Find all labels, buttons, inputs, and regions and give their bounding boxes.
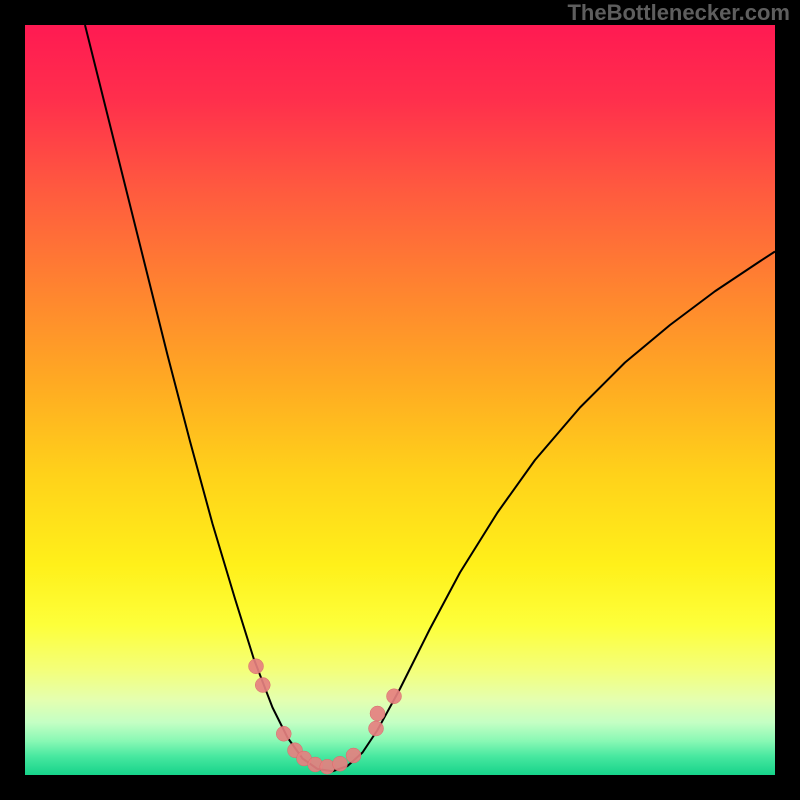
marker-point xyxy=(249,659,264,674)
marker-point xyxy=(255,678,270,693)
marker-point xyxy=(333,756,348,771)
marker-point xyxy=(346,748,361,763)
marker-point xyxy=(387,689,402,704)
gradient-background xyxy=(25,25,775,775)
marker-point xyxy=(276,726,291,741)
chart-stage: TheBottlenecker.com xyxy=(0,0,800,800)
bottleneck-plot xyxy=(0,0,800,800)
marker-point xyxy=(369,721,384,736)
marker-point xyxy=(320,759,335,774)
watermark-text: TheBottlenecker.com xyxy=(567,0,790,26)
marker-point xyxy=(370,706,385,721)
